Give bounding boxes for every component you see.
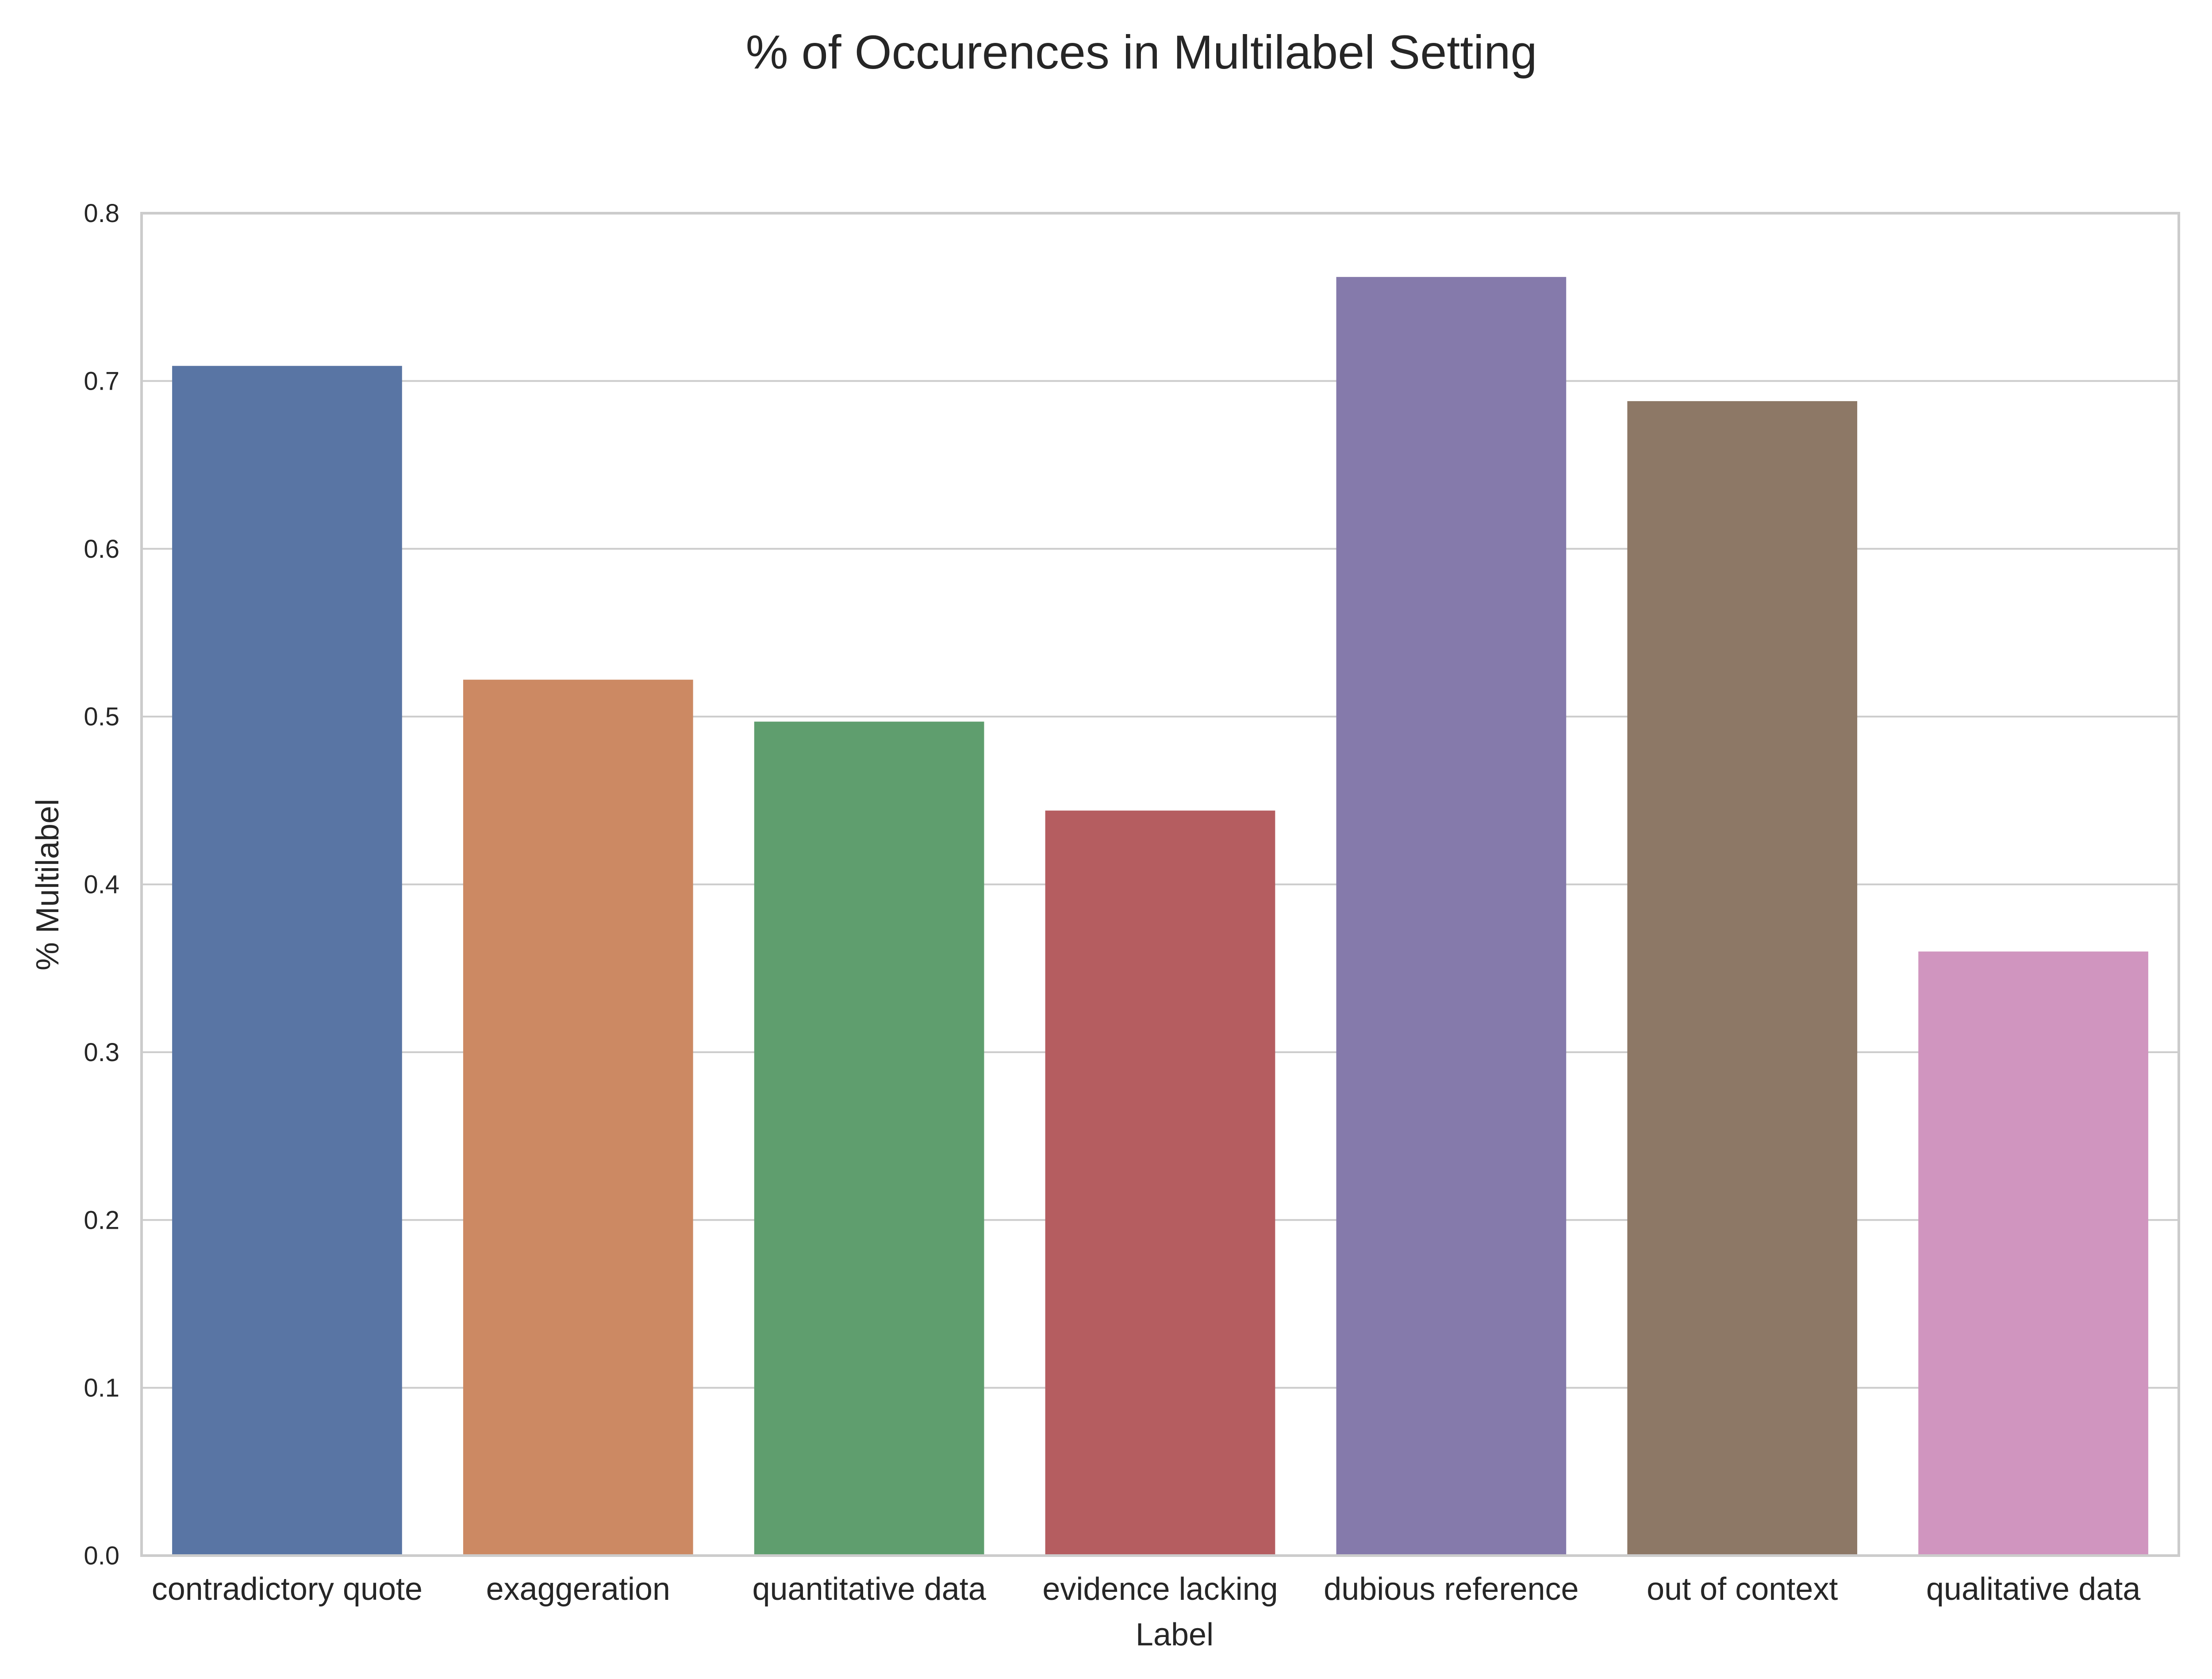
y-tick-label: 0.6 [84, 535, 119, 564]
x-tick-label: out of context [1647, 1572, 1838, 1607]
y-tick-label: 0.1 [84, 1374, 119, 1403]
y-tick-label: 0.3 [84, 1038, 119, 1067]
plot-frame [140, 212, 2180, 1557]
bars-group [172, 277, 2148, 1556]
x-tick-label: evidence lacking [1042, 1572, 1278, 1607]
x-tick-label: dubious reference [1324, 1572, 1578, 1607]
x-tick-label: qualitative data [1926, 1572, 2141, 1607]
y-tick-label: 0.4 [84, 870, 119, 899]
x-axis-label: Label [1136, 1617, 1214, 1652]
bar-evidence-lacking [1045, 810, 1275, 1556]
bar-contradictory-quote [172, 366, 402, 1556]
y-tick-label: 0.7 [84, 367, 119, 395]
x-tick-label: quantitative data [752, 1572, 986, 1607]
x-tick-label: contradictory quote [152, 1572, 422, 1607]
y-tick-labels: 0.0 0.1 0.2 0.3 0.4 0.5 0.6 0.7 0.8 [84, 199, 119, 1570]
bar-out-of-context [1627, 401, 1858, 1556]
y-tick-label: 0.2 [84, 1206, 119, 1234]
x-tick-labels: contradictory quote exaggeration quantitat… [152, 1572, 2141, 1607]
y-tick-label: 0.0 [84, 1541, 119, 1570]
x-tick-label: exaggeration [486, 1572, 670, 1607]
bar-qualitative-data [1918, 951, 2148, 1556]
bar-quantitative-data [754, 721, 984, 1556]
y-tick-label: 0.8 [84, 199, 119, 228]
y-tick-label: 0.5 [84, 702, 119, 731]
y-axis-label: % Multilabel [30, 799, 65, 970]
chart-title: % of Occurences in Multilabel Setting [746, 25, 1537, 79]
bar-exaggeration [463, 679, 693, 1556]
bar-dubious-reference [1336, 277, 1567, 1556]
